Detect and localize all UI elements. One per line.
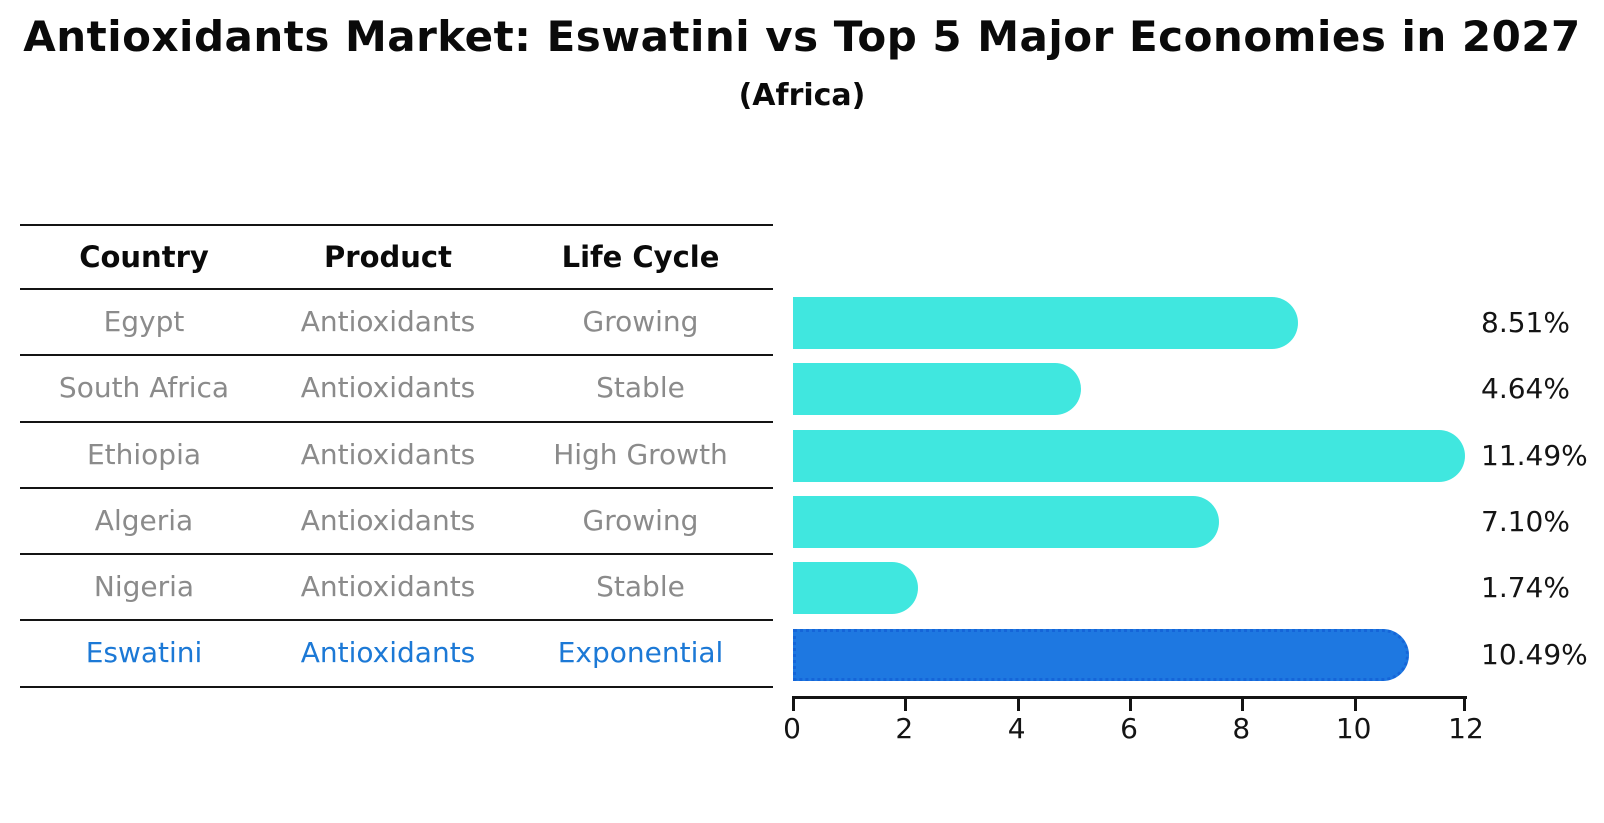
table-row-ethiopia: Ethiopia Antioxidants High Growth <box>20 423 773 489</box>
cell-life-cycle: High Growth <box>553 437 728 471</box>
cell-life-cycle: Exponential <box>557 636 724 670</box>
bar-south-africa <box>793 363 1081 416</box>
header-product: Product <box>324 240 452 274</box>
cell-life-cycle: Stable <box>596 371 685 405</box>
bar-ethiopia <box>793 429 1466 482</box>
table-header-row: Country Product Life Cycle <box>20 224 773 290</box>
bar-egypt <box>793 297 1298 349</box>
x-tick-label: 12 <box>1448 712 1484 745</box>
cell-country: Ethiopia <box>86 437 202 471</box>
x-tick-label: 10 <box>1335 712 1372 745</box>
x-tick <box>1463 699 1466 711</box>
table-row-south-africa: South Africa Antioxidants Stable <box>20 356 773 423</box>
cell-life-cycle: Growing <box>582 503 699 537</box>
table-row-egypt: Egypt Antioxidants Growing <box>20 290 773 357</box>
cell-country: Nigeria <box>93 570 195 604</box>
x-tick <box>792 699 795 711</box>
bar-nigeria <box>793 562 918 615</box>
cell-life-cycle: Stable <box>596 570 685 604</box>
cell-product: Antioxidants <box>300 570 476 604</box>
bar-eswatini <box>793 628 1410 681</box>
x-tick <box>1129 699 1132 711</box>
cell-country: Algeria <box>94 503 194 537</box>
cell-product: Antioxidants <box>300 636 476 670</box>
table-row-algeria: Algeria Antioxidants Growing <box>20 489 773 556</box>
value-label-south-africa: 4.64% <box>1481 372 1570 406</box>
x-tick-label: 6 <box>1120 712 1138 745</box>
cell-product: Antioxidants <box>300 503 476 537</box>
x-tick-label: 2 <box>895 712 914 745</box>
x-tick <box>1016 699 1020 711</box>
x-tick-label: 0 <box>783 712 801 745</box>
cell-country: Eswatini <box>85 636 203 670</box>
bar-plot-area <box>793 290 1467 688</box>
table-row-eswatini: Eswatini Antioxidants Exponential <box>20 621 773 688</box>
cell-product: Antioxidants <box>300 437 476 471</box>
x-axis: 0 2 4 6 8 10 12 <box>783 696 1484 756</box>
chart-subtitle: (Africa) <box>738 78 866 113</box>
x-tick-label: 8 <box>1232 712 1251 745</box>
country-table: Country Product Life Cycle Egypt Antioxi… <box>20 224 773 688</box>
value-label-egypt: 8.51% <box>1481 306 1570 339</box>
cell-product: Antioxidants <box>300 371 476 405</box>
header-life-cycle: Life Cycle <box>561 240 720 274</box>
value-label-ethiopia: 11.49% <box>1481 438 1588 472</box>
cell-life-cycle: Growing <box>582 305 699 338</box>
header-country: Country <box>79 240 209 274</box>
x-tick <box>1241 699 1245 711</box>
table-row-nigeria: Nigeria Antioxidants Stable <box>20 555 773 622</box>
x-tick <box>1353 699 1357 711</box>
bar-algeria <box>793 495 1219 548</box>
value-label-algeria: 7.10% <box>1481 504 1570 538</box>
cell-country: South Africa <box>58 371 230 405</box>
value-label-nigeria: 1.74% <box>1481 571 1570 605</box>
x-axis-line <box>792 696 1467 699</box>
x-tick <box>904 699 908 711</box>
value-label-eswatini: 10.49% <box>1481 637 1588 671</box>
cell-product: Antioxidants <box>300 305 476 338</box>
x-tick-label: 4 <box>1007 712 1026 745</box>
cell-country: Egypt <box>103 305 185 338</box>
chart-title: Antioxidants Market: Eswatini vs Top 5 M… <box>23 12 1581 61</box>
